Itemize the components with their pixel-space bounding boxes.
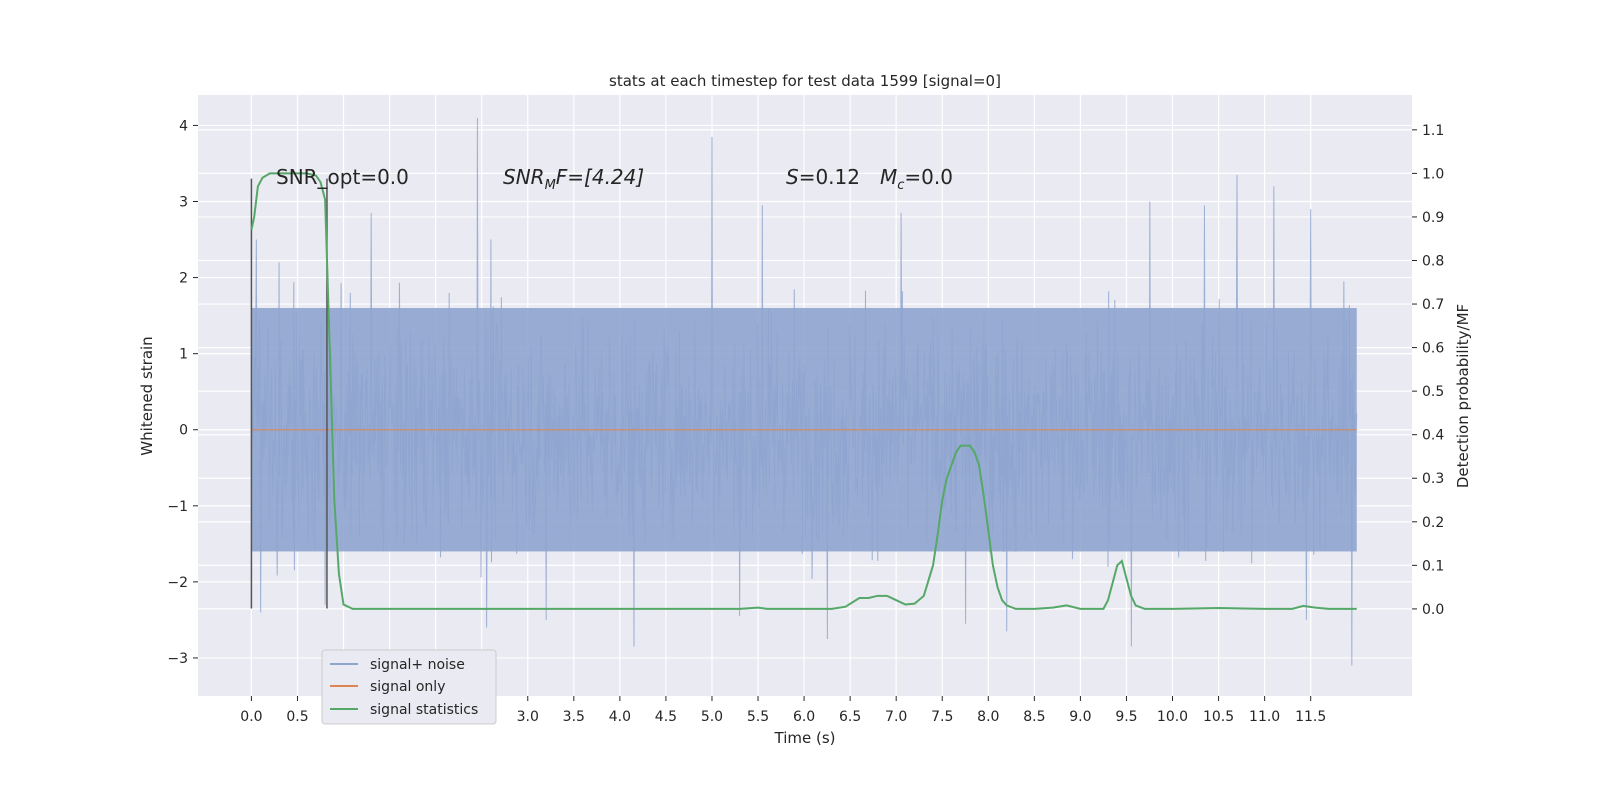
y-tick-label: 3: [179, 195, 188, 211]
x-tick-label: 9.5: [1115, 709, 1137, 725]
y-tick-label: −3: [167, 651, 188, 667]
annotation-mc-value: =0.0: [904, 165, 953, 189]
annotation-snr-mf-main: SNR: [503, 165, 545, 189]
legend-label-signal-only: signal only: [370, 679, 445, 695]
x-tick-label: 10.0: [1157, 709, 1188, 725]
chart-title: stats at each timestep for test data 159…: [609, 72, 1001, 90]
y-right-tick-label: 0.9: [1422, 210, 1444, 226]
x-tick-label: 6.5: [839, 709, 861, 725]
x-tick-label: 5.5: [747, 709, 769, 725]
x-tick-label: 7.0: [885, 709, 907, 725]
x-tick-label: 10.5: [1203, 709, 1234, 725]
y-tick-label: −2: [167, 575, 188, 591]
y-tick-label: 2: [179, 271, 188, 287]
legend-label-signal-statistics: signal statistics: [370, 702, 478, 718]
annotation-mc-label: M: [880, 165, 897, 189]
y-right-tick-label: 1.0: [1422, 166, 1444, 182]
annotation-s-value: =0.12: [799, 165, 860, 189]
x-tick-label: 5.0: [701, 709, 723, 725]
x-tick-label: 3.0: [517, 709, 539, 725]
x-tick-label: 4.0: [609, 709, 631, 725]
annotation-mc-sub: c: [897, 178, 904, 193]
x-tick-label: 7.5: [931, 709, 953, 725]
legend-label-signal-noise: signal+ noise: [370, 657, 465, 673]
y-tick-label: 1: [179, 347, 188, 363]
annotation-snr-mf: SNRMF=[4.24]: [503, 165, 644, 193]
y-right-tick-label: 0.8: [1422, 253, 1444, 269]
x-tick-label: 9.0: [1069, 709, 1091, 725]
x-tick-label: 6.0: [793, 709, 815, 725]
y-right-tick-label: 1.1: [1422, 123, 1444, 139]
x-tick-label: 11.0: [1249, 709, 1280, 725]
annotation-snr-opt: SNR_opt=0.0: [276, 165, 409, 189]
annotation-s-label: S: [786, 165, 799, 189]
annotation-s: S=0.12: [786, 165, 860, 189]
x-tick-label: 0.5: [286, 709, 308, 725]
y-right-tick-label: 0.0: [1422, 602, 1444, 618]
y-right-tick-label: 0.5: [1422, 384, 1444, 400]
y-right-tick-label: 0.7: [1422, 297, 1444, 313]
x-tick-label: 8.5: [1023, 709, 1045, 725]
x-tick-label: 3.5: [563, 709, 585, 725]
x-axis-label: Time (s): [774, 729, 836, 747]
y-tick-label: −1: [167, 499, 188, 515]
y-right-tick-label: 0.2: [1422, 515, 1444, 531]
x-tick-label: 8.0: [977, 709, 999, 725]
y-right-axis-label: Detection probability/MF: [1454, 304, 1472, 488]
x-tick-label: 4.5: [655, 709, 677, 725]
y-right-tick-label: 0.1: [1422, 558, 1444, 574]
series-signal-statistics: [250, 172, 1357, 610]
ticks: 0.00.51.01.52.02.53.03.54.04.55.05.56.06…: [167, 118, 1444, 725]
series-lines: [250, 172, 1357, 610]
legend: signal+ noise signal only signal statist…: [321, 649, 497, 725]
y-tick-label: 0: [179, 423, 188, 439]
legend-box: [321, 649, 497, 725]
y-right-tick-label: 0.3: [1422, 471, 1444, 487]
y-tick-label: 4: [179, 118, 188, 134]
x-tick-label: 11.5: [1295, 709, 1326, 725]
annotation-mc: Mc=0.0: [880, 165, 953, 193]
y-axis-label: Whitened strain: [138, 336, 156, 455]
annotation-snr-mf-tail: F=[4.24]: [556, 165, 644, 189]
y-right-tick-label: 0.6: [1422, 341, 1444, 357]
x-tick-label: 0.0: [240, 709, 262, 725]
y-right-tick-label: 0.4: [1422, 428, 1444, 444]
annotation-snr-mf-sub: M: [545, 178, 556, 193]
